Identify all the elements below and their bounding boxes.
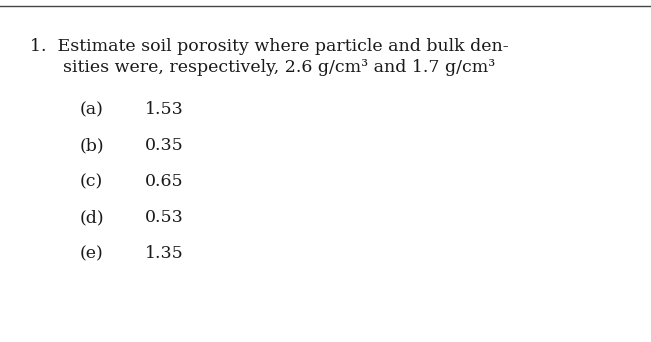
Text: 1.  Estimate soil porosity where particle and bulk den-: 1. Estimate soil porosity where particle… [30,38,508,55]
Text: 0.35: 0.35 [145,137,184,154]
Text: (c): (c) [80,173,104,190]
Text: 1.53: 1.53 [145,101,184,118]
Text: (b): (b) [80,137,105,154]
Text: (a): (a) [80,101,104,118]
Text: sities were, respectively, 2.6 g/cm³ and 1.7 g/cm³: sities were, respectively, 2.6 g/cm³ and… [30,59,495,76]
Text: 1.35: 1.35 [145,245,184,262]
Text: 0.65: 0.65 [145,173,184,190]
Text: (d): (d) [80,209,105,226]
Text: (e): (e) [80,245,104,262]
Text: 0.53: 0.53 [145,209,184,226]
